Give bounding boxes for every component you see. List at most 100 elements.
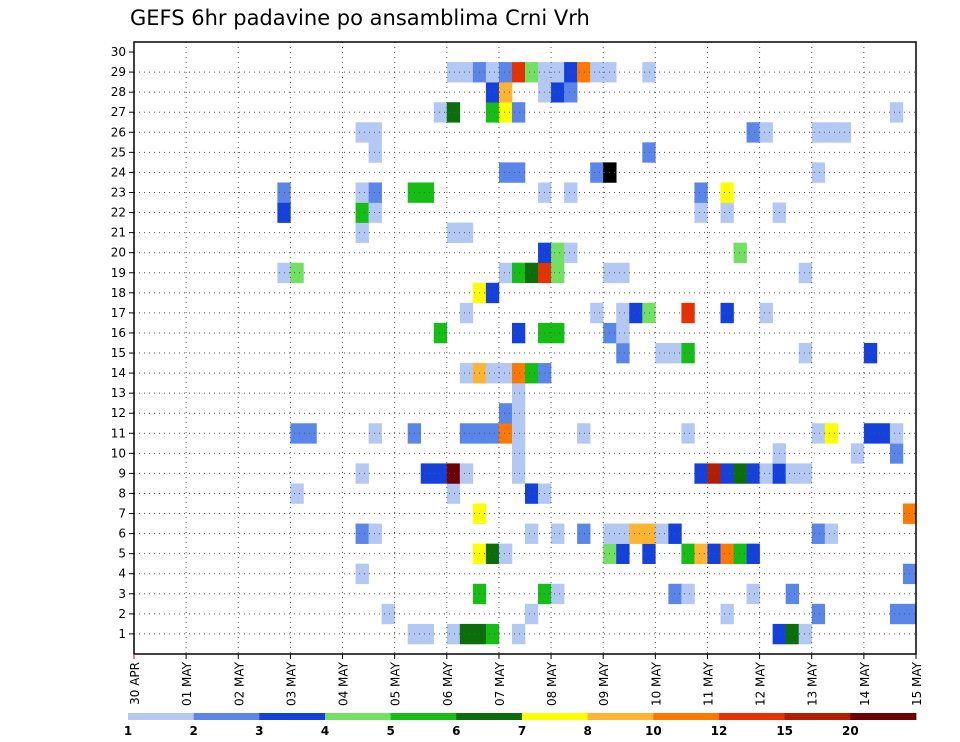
heatmap-cell [863,342,878,364]
heatmap-cells [277,62,917,645]
heatmap-cell [720,302,734,324]
y-tick-label: 1 [118,627,126,641]
heatmap-cell [720,463,734,484]
legend-label: 3 [255,724,263,738]
heatmap-cell [459,463,474,484]
heatmap-cell [681,342,695,364]
x-tick-label: 06 MAY [441,661,455,706]
heatmap-cell [525,483,539,504]
heatmap-cell [733,543,747,565]
x-tick-label: 01 MAY [180,661,194,706]
heatmap-cell [485,82,500,103]
heatmap-cell [355,523,369,544]
plot-frame [133,41,917,655]
heatmap-cell [889,603,904,625]
heatmap-cell [433,102,448,123]
heatmap-cell [368,423,382,444]
legend-label: 8 [583,724,591,738]
x-tick-label: 08 MAY [545,661,559,706]
heatmap-cell [551,523,565,544]
heatmap-cell [759,122,773,143]
y-tick-label: 18 [111,286,126,300]
heatmap-cell [746,122,760,143]
heatmap-cell [511,162,526,183]
y-axis: 1234567891011121314151617181920212223242… [111,45,134,641]
heatmap-cell [824,523,839,544]
heatmap-cell [616,262,630,284]
x-axis: 30 APR 01 MAY 02 MAY 03 MAY 04 MAY 05 MAY 06 M… [128,654,924,706]
heatmap-cell [498,262,513,284]
y-tick-label: 15 [111,346,126,360]
heatmap-cell [459,423,474,444]
x-tick-label: 14 MAY [858,661,872,706]
heatmap-cell [889,443,904,464]
y-tick-label: 6 [118,527,126,541]
heatmap-cell [433,322,448,344]
y-tick-label: 23 [111,185,126,199]
legend-swatch [390,713,457,720]
heatmap-cell [811,523,826,544]
y-tick-label: 26 [111,125,126,139]
legend-label: 4 [321,724,329,738]
heatmap-cell [564,242,578,264]
y-tick-label: 25 [111,145,126,159]
heatmap-cell [564,62,578,83]
heatmap-cell [746,543,760,565]
heatmap-cell [511,423,526,444]
y-tick-label: 16 [111,326,126,340]
heatmap-cell [681,302,695,324]
heatmap-cell [577,523,591,544]
heatmap-cell [525,262,539,284]
heatmap-cell [616,543,630,565]
heatmap-cell [720,543,734,565]
y-tick-label: 10 [111,446,126,460]
heatmap-cell [498,543,513,565]
chart-title: GEFS 6hr padavine po ansamblima Crni Vrh [130,6,590,30]
heatmap-cell [785,623,799,645]
heatmap-cell [694,463,708,484]
heatmap-cell [368,182,382,203]
y-tick-label: 7 [118,507,126,521]
y-tick-label: 8 [118,486,126,500]
heatmap-cell [368,523,382,544]
legend-swatch [193,713,260,720]
heatmap-cell [485,102,500,123]
heatmap-cell [642,302,656,324]
heatmap-cell [525,523,539,544]
legend-swatch [259,713,326,720]
heatmap-cell [459,363,474,384]
legend-label: 12 [711,724,728,738]
heatmap-cell [876,423,891,444]
heatmap-cell [498,102,513,123]
heatmap-cell [811,423,826,444]
y-tick-label: 30 [111,45,126,59]
heatmap-cell [355,463,369,484]
heatmap-cell [616,322,630,344]
legend-swatch [850,713,917,720]
x-tick-label: 03 MAY [284,661,298,706]
heatmap-cell [642,543,656,565]
heatmap-cell [381,603,395,625]
heatmap-cell [485,363,500,384]
heatmap-cell [368,142,382,163]
grid-lines [134,42,916,654]
heatmap-cell [733,242,747,264]
legend-swatch [128,713,195,720]
heatmap-cell [798,342,813,364]
x-tick-label: 11 MAY [701,661,715,706]
heatmap-cell [290,423,304,444]
legend-swatch [653,713,720,720]
x-tick-label: 05 MAY [389,661,403,706]
heatmap-cell [824,423,839,444]
heatmap-cell [668,523,682,544]
heatmap-cell [642,142,656,163]
heatmap-cell [616,302,630,324]
legend-label: 15 [776,724,793,738]
heatmap-cell [564,182,578,203]
y-tick-label: 29 [111,65,126,79]
heatmap-cell [785,463,799,484]
color-legend: 1 2 3 4 5 6 7 8 10 12 15 20 [124,713,917,738]
heatmap-cell [459,302,474,324]
legend-label: 2 [189,724,197,738]
